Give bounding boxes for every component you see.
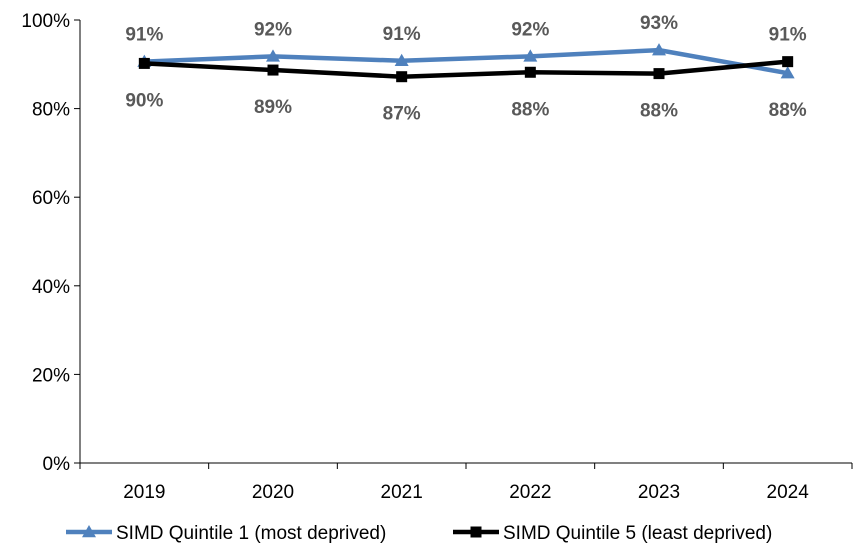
data-label: 91%: [383, 24, 421, 45]
legend-item-2: SIMD Quintile 5 (least deprived): [453, 523, 772, 544]
series-1-labels: 91% 92% 91% 92% 93% 88%: [125, 13, 806, 121]
series-2-point: [267, 64, 279, 76]
x-tick-label: 2021: [381, 482, 423, 503]
x-tick-label: 2023: [638, 482, 680, 503]
series-2-line: [144, 59, 788, 79]
y-tick-label: 40%: [32, 277, 70, 298]
y-tick-label: 20%: [32, 365, 70, 386]
series-2-point: [138, 57, 150, 69]
series-2-point: [782, 56, 794, 68]
y-tick-label: 80%: [32, 100, 70, 121]
x-tick-label: 2019: [123, 482, 165, 503]
data-label: 89%: [254, 97, 292, 118]
x-axis-ticks: 2019 2020 2021 2022 2023 2024: [79, 463, 853, 503]
series-2-point: [396, 71, 408, 83]
y-axis-ticks: 0% 20% 40% 60% 80% 100%: [21, 11, 80, 475]
x-tick-label: 2020: [252, 482, 294, 503]
y-tick-label: 0%: [43, 454, 71, 475]
series-1-point: [780, 66, 795, 79]
series-1-point: [652, 43, 666, 56]
data-label: 91%: [125, 25, 163, 46]
series-2: [138, 56, 794, 83]
legend-label: SIMD Quintile 5 (least deprived): [503, 523, 772, 544]
series-1-point: [394, 53, 409, 67]
series-1-point: [266, 49, 280, 62]
series-1-point: [523, 49, 538, 62]
data-label: 88%: [511, 99, 549, 120]
series-1-line: [144, 47, 789, 76]
legend-swatch-marker: [82, 525, 96, 538]
data-label: 87%: [383, 104, 421, 125]
data-label: 92%: [511, 19, 549, 40]
series-2-point: [653, 68, 665, 80]
data-label: 93%: [640, 13, 678, 34]
data-label: 88%: [769, 100, 807, 121]
data-label: 90%: [125, 90, 163, 111]
legend-label: SIMD Quintile 1 (most deprived): [116, 523, 386, 544]
series-2-labels: 90% 89% 87% 88% 88% 91%: [125, 25, 806, 125]
data-label: 92%: [254, 19, 292, 40]
x-tick-label: 2024: [767, 482, 810, 503]
data-label: 91%: [769, 25, 807, 46]
data-label: 88%: [640, 101, 678, 122]
legend-item-1: SIMD Quintile 1 (most deprived): [66, 523, 386, 544]
series-layer: 91% 92% 91% 92% 93% 88% 90% 89% 87% 88% 88% 91%: [125, 13, 806, 125]
series-2-point: [524, 66, 536, 78]
x-tick-label: 2022: [509, 482, 551, 503]
legend: SIMD Quintile 1 (most deprived) SIMD Quin…: [66, 523, 772, 544]
y-tick-label: 60%: [32, 188, 70, 209]
y-tick-label: 100%: [21, 11, 70, 32]
legend-swatch-marker: [470, 526, 482, 538]
